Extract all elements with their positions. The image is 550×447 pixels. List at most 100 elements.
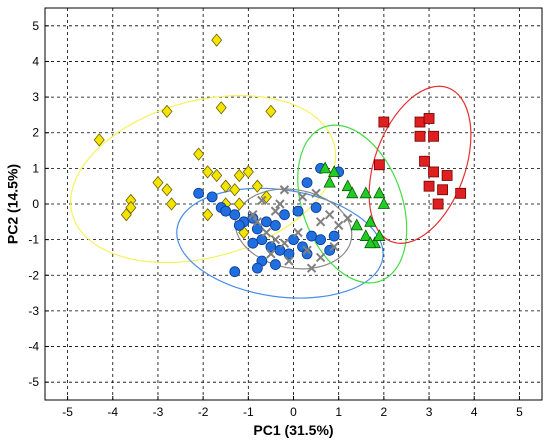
- x-tick-label: 1: [335, 405, 342, 419]
- circle-marker: [292, 205, 304, 217]
- y-tick-label: -3: [28, 304, 39, 318]
- circle-marker: [310, 202, 322, 213]
- circle-marker: [247, 237, 259, 249]
- x-tick-label: 2: [381, 405, 388, 419]
- x-marker: [302, 245, 312, 256]
- plot-frame: [44, 7, 543, 401]
- square-marker: [437, 184, 449, 196]
- triangle-marker: [346, 186, 359, 199]
- circle-marker: [256, 234, 268, 246]
- x-marker: [284, 256, 294, 266]
- circle-marker: [270, 219, 281, 231]
- circle-marker: [274, 244, 286, 256]
- square-marker: [432, 198, 444, 210]
- x-tick-label: -3: [153, 405, 164, 419]
- x-marker: [252, 217, 263, 227]
- x-tick-label: -4: [107, 405, 118, 419]
- circle-marker: [283, 248, 295, 260]
- square-marker: [455, 187, 467, 199]
- diamond-marker: [165, 197, 178, 211]
- circle-marker: [220, 205, 232, 217]
- square-marker: [378, 116, 390, 128]
- circle-marker: [193, 187, 205, 199]
- circle-marker: [251, 262, 263, 274]
- diamond-marker: [193, 147, 205, 161]
- circle-marker: [279, 209, 290, 221]
- x-marker: [275, 199, 285, 209]
- y-tick-label: 2: [32, 126, 39, 140]
- y-tick-label: 3: [32, 90, 39, 104]
- circle-marker: [229, 266, 241, 278]
- diamond-marker: [161, 183, 173, 197]
- circle-marker: [301, 248, 313, 260]
- x-marker: [293, 227, 303, 238]
- diamond-marker: [215, 101, 227, 115]
- diamond-marker: [211, 33, 223, 47]
- diamond-marker: [229, 183, 241, 197]
- y-tick-label: 5: [32, 19, 39, 33]
- x-marker: [315, 217, 326, 227]
- triangle-marker: [328, 165, 341, 177]
- x-marker: [257, 195, 267, 206]
- circle-marker: [301, 177, 313, 189]
- x-marker: [306, 263, 317, 273]
- x-marker: [270, 234, 281, 245]
- x-axis-title: PC1 (31.5%): [253, 422, 333, 438]
- x-marker: [279, 238, 290, 248]
- triangle-marker: [373, 229, 386, 241]
- diamond-marker: [202, 165, 214, 179]
- diamond-marker: [260, 190, 272, 204]
- triangle-marker: [350, 218, 363, 231]
- x-tick-label: -2: [198, 405, 209, 419]
- diamond-marker: [120, 208, 132, 222]
- x-marker: [343, 213, 353, 223]
- diamond-marker: [93, 133, 105, 147]
- circle-marker: [206, 191, 218, 203]
- triangle-marker: [364, 236, 377, 249]
- y-tick-label: -5: [28, 375, 39, 389]
- square-marker: [428, 166, 439, 178]
- square-marker: [414, 130, 426, 142]
- point-layer: [93, 33, 467, 278]
- diamond-marker: [265, 104, 277, 118]
- x-marker: [329, 242, 339, 252]
- x-tick-label: 5: [516, 405, 523, 419]
- square-marker: [414, 116, 426, 128]
- x-marker: [311, 188, 321, 199]
- triangle-marker: [364, 214, 377, 227]
- grid-layer: [45, 8, 542, 400]
- diamond-marker: [211, 168, 223, 183]
- y-tick-label: 0: [32, 197, 39, 211]
- x-tick-label: 3: [426, 405, 433, 419]
- circle-marker: [315, 234, 327, 246]
- diamond-marker: [242, 165, 254, 179]
- square-marker: [441, 170, 453, 181]
- circle-marker: [288, 234, 299, 246]
- diamond-marker: [202, 208, 214, 222]
- diamond-marker: [233, 197, 245, 211]
- x-marker: [315, 252, 326, 263]
- x-marker: [266, 249, 276, 259]
- diamond-marker: [152, 175, 164, 190]
- x-marker: [270, 206, 281, 216]
- square-marker: [373, 159, 385, 171]
- diamond-marker: [220, 179, 232, 193]
- circle-marker: [270, 259, 281, 270]
- y-axis-title: PC2 (14.5%): [5, 164, 21, 244]
- x-marker: [248, 209, 258, 220]
- confidence-ellipse-circle: [176, 187, 384, 299]
- square-marker: [428, 130, 439, 142]
- tick-layer: -5 -4 -3 -2 -1 0 1 2 3 4 5 -5 -4 -3 -2 -1 0 1 2 3 4 5: [28, 19, 523, 419]
- triangle-marker: [373, 186, 386, 199]
- square-marker: [423, 113, 435, 124]
- triangle-marker: [359, 186, 372, 199]
- x-tick-label: -5: [62, 405, 73, 419]
- triangle-marker: [318, 161, 332, 174]
- confidence-ellipse-triangle: [297, 124, 408, 284]
- y-tick-label: -1: [28, 233, 39, 247]
- x-marker: [333, 220, 344, 231]
- square-marker: [423, 180, 435, 192]
- circle-marker: [233, 219, 245, 231]
- x-marker: [261, 227, 272, 238]
